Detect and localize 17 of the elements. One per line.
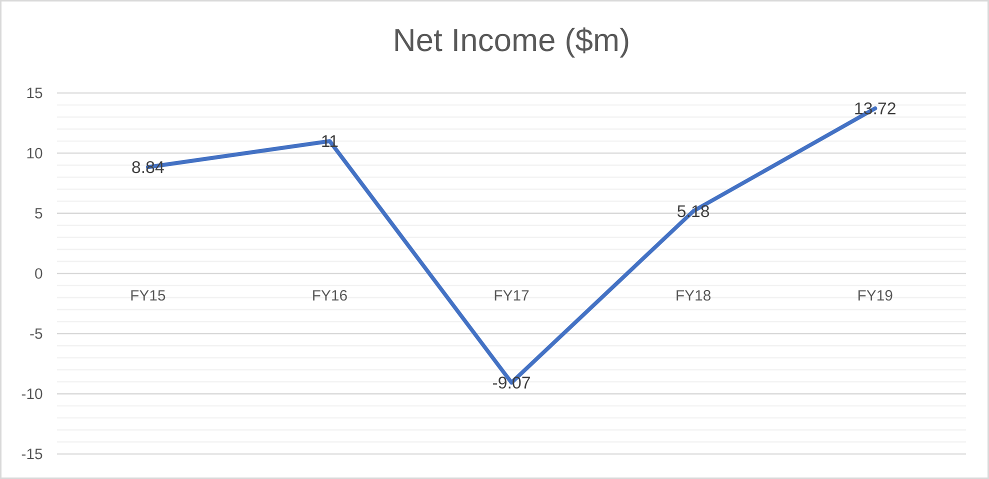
x-tick-label: FY15	[131, 290, 166, 301]
x-tick-label: FY17	[494, 290, 529, 300]
data-label: 13.72	[855, 102, 896, 114]
y-tick-label: -10	[22, 388, 42, 400]
y-tick-label: 15	[27, 88, 42, 98]
data-label: 11	[322, 135, 338, 147]
x-tick-label: FY18	[676, 290, 711, 301]
y-tick-label: 10	[27, 148, 42, 158]
x-tick-label: FY16	[313, 290, 347, 301]
x-tick-label: FY19	[858, 290, 892, 301]
data-label: 8.84	[132, 161, 164, 174]
y-tick-label: 0	[35, 268, 42, 279]
y-tick-label: -5	[30, 328, 42, 339]
y-tick-label: 5	[35, 208, 42, 219]
y-tick-label: -15	[22, 448, 42, 460]
chart-title: Net Income ($m)	[395, 27, 628, 58]
data-label: -9.07	[492, 376, 530, 389]
